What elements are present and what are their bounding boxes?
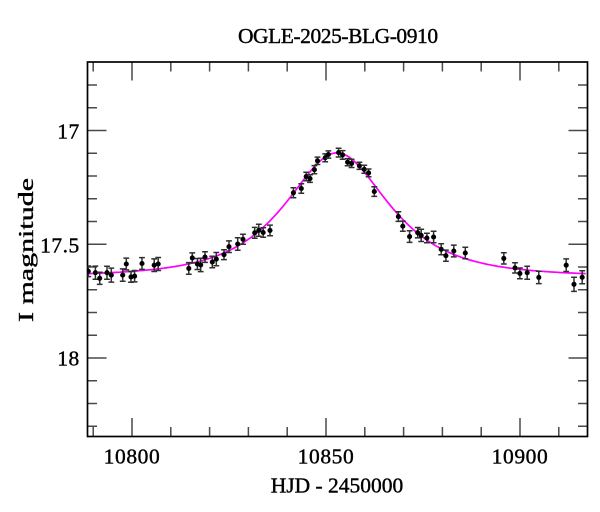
svg-text:OGLE-2025-BLG-0910: OGLE-2025-BLG-0910	[238, 24, 438, 48]
svg-text:10900: 10900	[492, 444, 549, 468]
svg-text:10850: 10850	[298, 444, 355, 468]
svg-text:18: 18	[57, 347, 80, 371]
svg-text:17: 17	[57, 119, 80, 143]
svg-text:HJD - 2450000: HJD - 2450000	[271, 474, 404, 498]
svg-text:10800: 10800	[104, 444, 161, 468]
svg-text:I magnitude: I magnitude	[14, 178, 38, 322]
svg-text:17.5: 17.5	[40, 233, 80, 257]
